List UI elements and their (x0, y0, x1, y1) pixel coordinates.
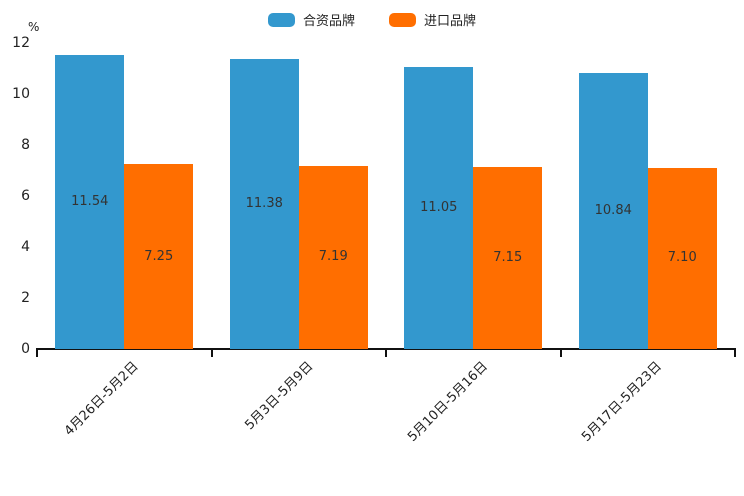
x-category-label: 4月26日-5月2日 (61, 359, 142, 439)
x-axis-line (36, 348, 736, 350)
x-axis-tick (734, 350, 736, 357)
y-tick-label: 10 (12, 86, 30, 102)
bar (298, 165, 368, 349)
legend-item-series-0[interactable]: 合资品牌 (267, 10, 355, 29)
bar (473, 166, 543, 349)
bar (647, 167, 717, 349)
x-axis-tick (559, 350, 562, 357)
legend-swatch-blue (267, 12, 295, 27)
y-axis-unit-label: % (28, 20, 40, 34)
x-axis-tick (36, 350, 38, 357)
x-axis-tick (210, 350, 213, 357)
y-tick-label: 4 (21, 239, 30, 255)
legend-label: 进口品牌 (424, 14, 477, 29)
bar (124, 164, 194, 349)
y-tick-label: 8 (21, 137, 30, 153)
legend-item-series-1[interactable]: 进口品牌 (389, 10, 476, 29)
bar (229, 58, 299, 349)
x-category-label: 5月10日-5月16日 (405, 359, 491, 445)
y-tick-label: 0 (21, 341, 30, 357)
y-tick-label: 6 (21, 188, 30, 204)
legend-swatch-orange (389, 12, 416, 27)
chart-legend: 合资品牌 进口品牌 (0, 10, 744, 29)
legend-label: 合资品牌 (302, 14, 355, 29)
y-tick-label: 2 (21, 290, 30, 306)
bar (404, 67, 474, 349)
bar (55, 54, 125, 349)
x-category-label: 5月3日-5月9日 (242, 359, 317, 434)
x-axis-tick (385, 350, 387, 357)
bar (578, 72, 648, 349)
x-category-label: 5月17日-5月23日 (579, 359, 666, 445)
y-tick-label: 12 (12, 35, 30, 51)
